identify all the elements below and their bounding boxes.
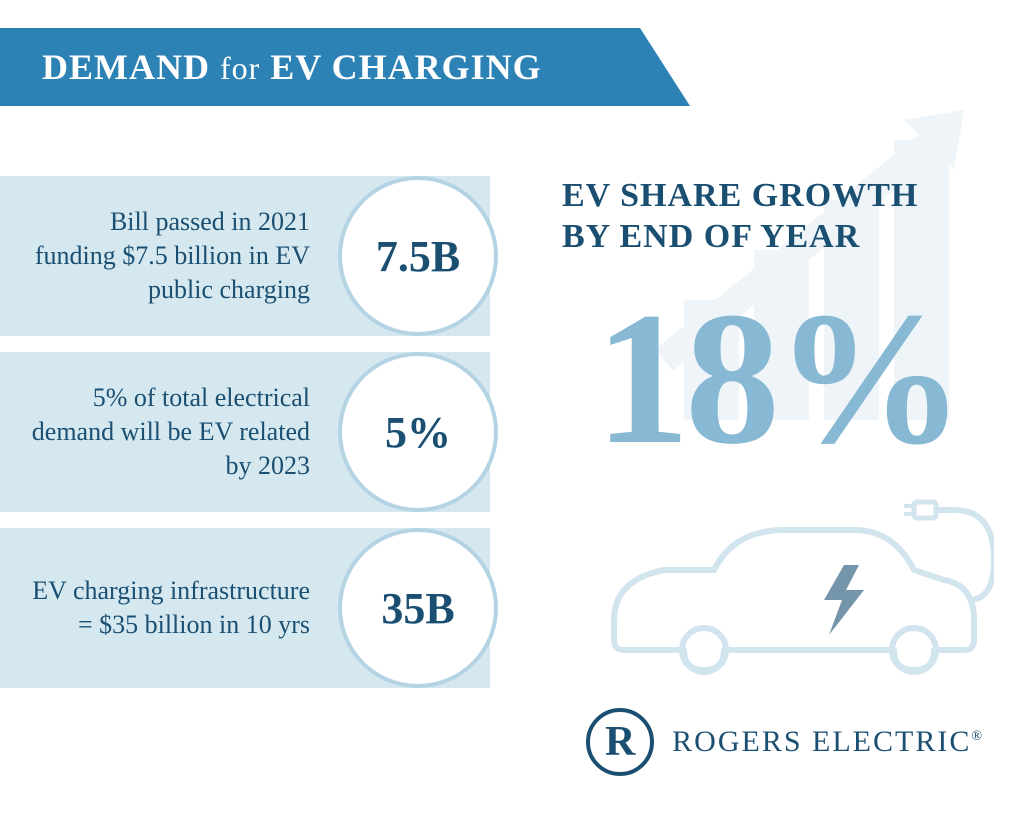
- right-title: EV SHARE GROWTH BY END OF YEAR: [562, 176, 918, 258]
- stat-circle-3: 35B: [338, 528, 498, 688]
- logo-mark: ®: [971, 729, 984, 744]
- header-for: for: [220, 50, 260, 86]
- stat-circle-1: 7.5B: [338, 176, 498, 336]
- header-bar: DEMAND for EV CHARGING: [0, 28, 640, 106]
- background-ev-car-icon: [574, 470, 994, 700]
- logo-text: ROGERS ELECTRIC®: [672, 725, 984, 759]
- header-prefix: DEMAND: [42, 47, 210, 87]
- stat-value-3: 35B: [381, 583, 454, 634]
- logo-name: ROGERS ELECTRIC: [672, 725, 971, 758]
- header-title: DEMAND for EV CHARGING: [42, 46, 542, 88]
- big-percent: 18%: [595, 270, 960, 488]
- stat-text-1: Bill passed in 2021 funding $7.5 billion…: [30, 205, 310, 306]
- stat-text-2: 5% of total electrical demand will be EV…: [30, 381, 310, 482]
- logo-circle-icon: R: [586, 708, 654, 776]
- right-title-line1: EV SHARE GROWTH: [562, 177, 918, 214]
- stat-circle-2: 5%: [338, 352, 498, 512]
- logo-area: R ROGERS ELECTRIC®: [586, 708, 984, 776]
- stat-value-2: 5%: [385, 407, 451, 458]
- stat-text-3: EV charging infrastructure = $35 billion…: [30, 574, 310, 642]
- stat-value-1: 7.5B: [376, 231, 460, 282]
- header-suffix: EV CHARGING: [270, 47, 541, 87]
- right-title-line2: BY END OF YEAR: [562, 218, 860, 255]
- logo-initial: R: [605, 718, 635, 766]
